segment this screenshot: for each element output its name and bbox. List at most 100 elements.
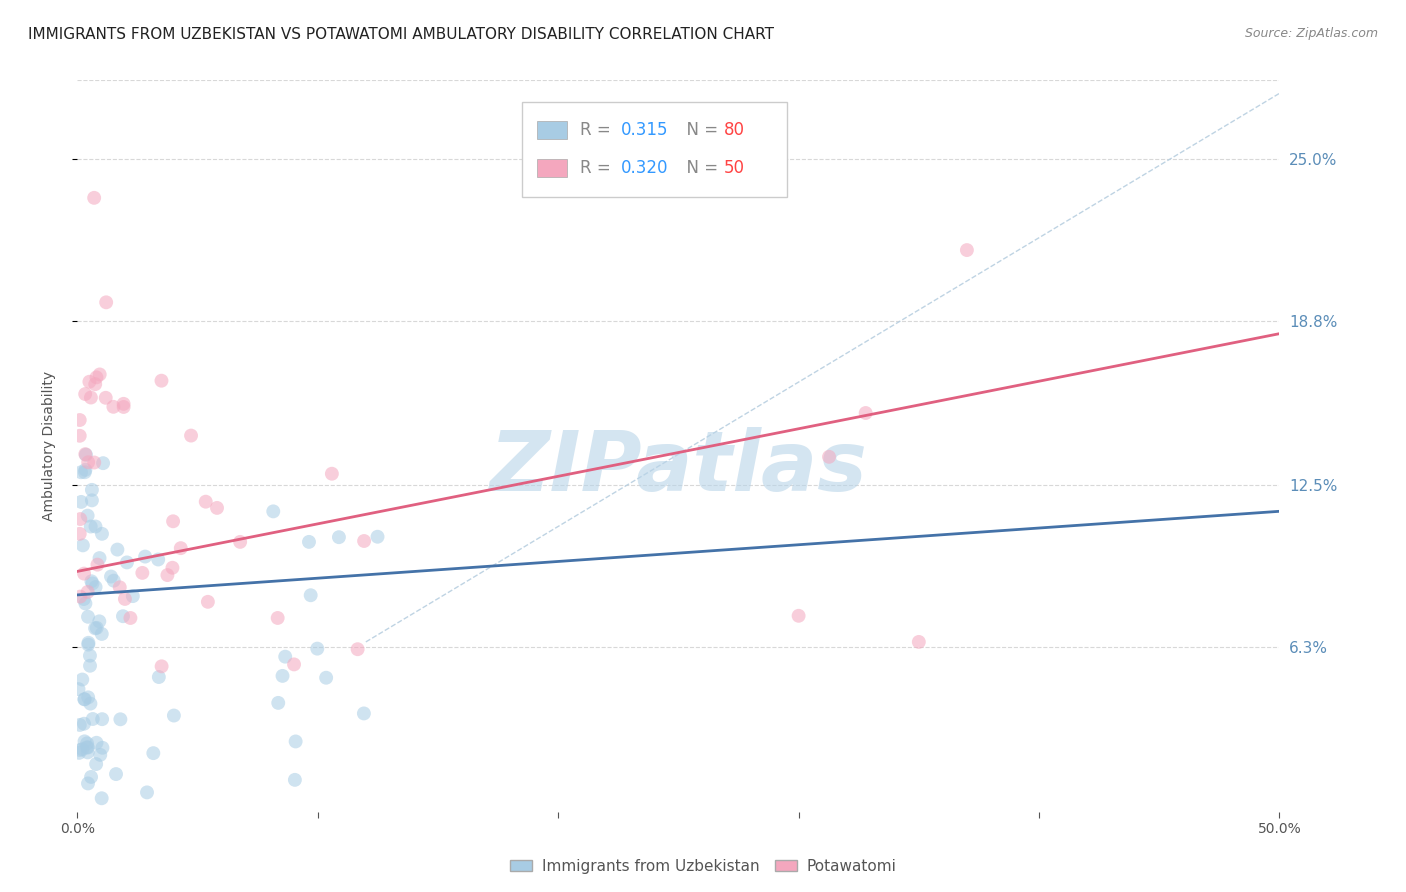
Point [84,377,107,392]
Point [73,734,96,748]
Point [80,493,103,508]
Point [67,746,90,760]
Point [76,585,98,599]
Text: N =: N = [676,159,723,177]
Point [194,494,217,508]
Text: 50: 50 [724,159,745,177]
Point [73,716,96,731]
Point [112,400,135,414]
Point [163,708,186,723]
Point [787,608,810,623]
Point [121,589,143,603]
Point [148,552,170,566]
Point [262,504,284,518]
Point [321,467,343,481]
Point [90,791,112,805]
Legend: Immigrants from Uzbekistan, Potawatomi: Immigrants from Uzbekistan, Potawatomi [503,853,903,880]
Point [67,682,90,697]
Point [73,692,96,706]
Point [284,734,307,748]
Text: ZIPatlas: ZIPatlas [489,427,868,508]
Point [150,659,173,673]
Point [197,595,219,609]
Point [103,400,125,414]
Point [162,561,184,575]
Text: IMMIGRANTS FROM UZBEKISTAN VS POTAWATOMI AMBULATORY DISABILITY CORRELATION CHART: IMMIGRANTS FROM UZBEKISTAN VS POTAWATOMI… [28,27,775,42]
Point [77,455,100,469]
FancyBboxPatch shape [522,103,786,197]
Point [79,658,101,673]
Point [69,718,91,732]
Point [142,746,165,760]
Point [110,712,132,726]
Point [91,456,114,470]
Point [69,429,91,443]
Point [83,191,105,205]
Point [131,566,153,580]
Point [75,448,97,462]
Point [72,742,94,756]
Point [80,519,103,533]
Point [80,483,103,497]
Point [75,387,97,401]
Point [84,757,107,772]
Point [229,535,252,549]
FancyBboxPatch shape [537,121,567,139]
Point [86,558,108,572]
Point [84,621,107,635]
Point [367,530,389,544]
Point [908,635,931,649]
Text: R =: R = [579,159,616,177]
Point [205,500,228,515]
Text: N =: N = [676,121,723,139]
Point [79,375,101,389]
Point [73,592,96,607]
Point [111,609,134,624]
Point [69,590,91,604]
Point [84,519,107,533]
Point [307,641,329,656]
Point [86,370,108,384]
Point [69,413,91,427]
Point [346,642,368,657]
Point [855,406,877,420]
Point [299,588,322,602]
Point [818,450,841,464]
Point [77,776,100,790]
Point [108,580,131,594]
Point [353,706,375,721]
Point [96,295,118,310]
Point [180,428,202,442]
Point [284,772,307,787]
Point [115,556,138,570]
Text: Source: ZipAtlas.com: Source: ZipAtlas.com [1244,27,1378,40]
Point [82,712,104,726]
Point [80,770,103,784]
Point [77,609,100,624]
Point [148,670,170,684]
Point [353,534,375,549]
Point [70,465,93,479]
Point [73,692,96,706]
Text: R =: R = [579,121,616,139]
Point [266,611,288,625]
Point [82,576,104,591]
Point [76,736,98,750]
Text: 80: 80 [724,121,745,139]
Point [75,597,97,611]
Point [90,627,112,641]
Y-axis label: Ambulatory Disability: Ambulatory Disability [42,371,56,521]
Point [298,534,321,549]
Point [69,526,91,541]
Point [103,574,125,588]
Point [89,368,111,382]
Point [83,455,105,469]
Point [86,621,108,635]
Point [150,374,173,388]
Point [274,649,297,664]
Point [70,495,93,509]
Point [315,671,337,685]
Point [162,514,184,528]
Point [72,538,94,552]
Point [77,638,100,652]
